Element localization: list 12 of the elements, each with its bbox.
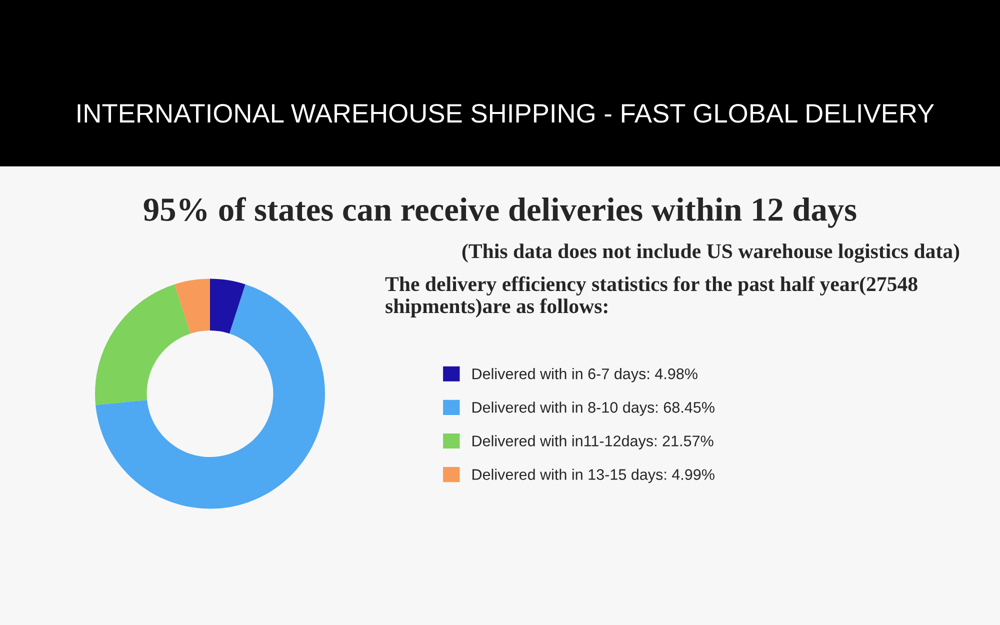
- legend-label: Delivered with in11-12days: 21.57%: [472, 435, 714, 450]
- donut-slice: [174, 278, 210, 334]
- text: The delivery efficiency statistics for the past half year(27548 shipments)are as follows:: [385, 276, 918, 318]
- legend-label: Delivered with in 6-7 days: 4.98%: [472, 368, 698, 382]
- donut-slice: [95, 284, 190, 406]
- legend-label: Delivered with in 8-10 days: 68.45%: [472, 402, 714, 416]
- chart-title: INTERNATIONAL WAREHOUSE SHIPPING - FAST GLOBAL DELIVERY: [78, 104, 934, 123]
- text: (This data does not include US warehouse logistics data): [462, 244, 960, 263]
- donut-slice: [210, 278, 246, 334]
- chart-subtitle: 95% of states can receive deliveries within 12 days: [144, 197, 856, 228]
- legend-label: Delivered with in 13-15 days: 4.99%: [472, 468, 714, 483]
- donut-slice: [96, 284, 325, 509]
